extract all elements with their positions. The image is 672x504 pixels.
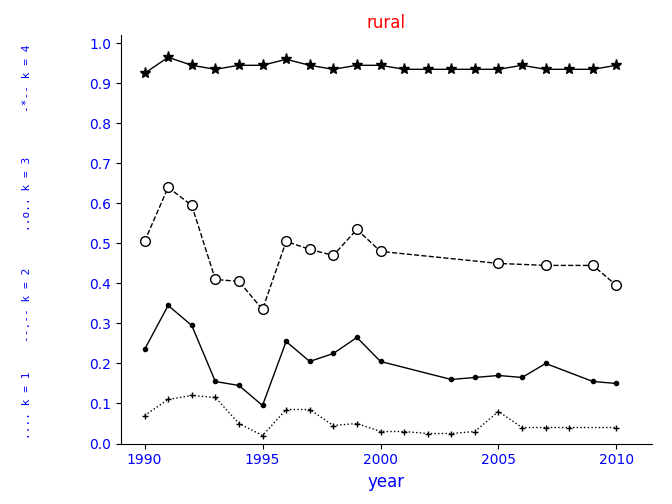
Text: ..o.. k = 3: ..o.. k = 3 — [22, 157, 32, 231]
Title: rural: rural — [367, 14, 406, 32]
Text: .... k = 1: .... k = 1 — [22, 372, 32, 439]
Text: -*-- k = 4: -*-- k = 4 — [22, 44, 32, 112]
Text: --.-- k = 2: --.-- k = 2 — [22, 268, 32, 342]
X-axis label: year: year — [368, 473, 405, 491]
